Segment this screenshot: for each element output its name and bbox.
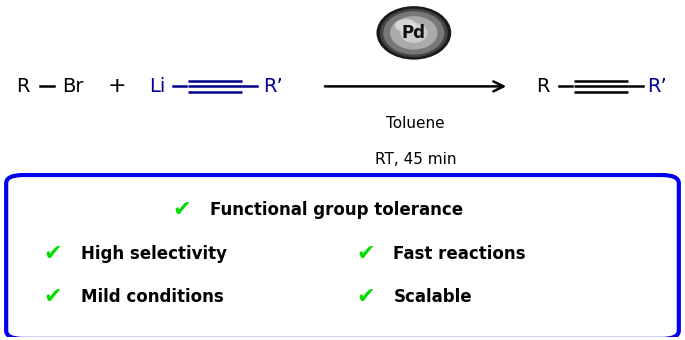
Ellipse shape xyxy=(377,6,451,60)
Text: ✔: ✔ xyxy=(356,244,375,264)
Ellipse shape xyxy=(384,11,445,55)
Text: Functional group tolerance: Functional group tolerance xyxy=(210,201,463,219)
Text: Mild conditions: Mild conditions xyxy=(81,288,224,306)
Text: RT, 45 min: RT, 45 min xyxy=(375,152,456,168)
Text: Toluene: Toluene xyxy=(386,116,445,131)
Text: R: R xyxy=(16,77,30,96)
FancyBboxPatch shape xyxy=(6,175,679,339)
Text: R’: R’ xyxy=(647,77,667,96)
Ellipse shape xyxy=(390,16,438,50)
Text: ✔: ✔ xyxy=(44,244,62,264)
Text: ✔: ✔ xyxy=(356,287,375,307)
Text: Li: Li xyxy=(149,77,165,96)
Text: Fast reactions: Fast reactions xyxy=(393,244,526,262)
Text: +: + xyxy=(108,76,126,96)
Text: R’: R’ xyxy=(263,77,283,96)
Text: High selectivity: High selectivity xyxy=(81,244,227,262)
Ellipse shape xyxy=(380,8,448,57)
Text: R: R xyxy=(536,77,549,96)
Text: ✔: ✔ xyxy=(44,287,62,307)
Ellipse shape xyxy=(400,23,427,43)
Text: ✔: ✔ xyxy=(173,200,191,220)
Ellipse shape xyxy=(395,19,416,32)
Text: Br: Br xyxy=(62,77,84,96)
Text: Scalable: Scalable xyxy=(393,288,472,306)
Text: Pd: Pd xyxy=(402,24,426,42)
